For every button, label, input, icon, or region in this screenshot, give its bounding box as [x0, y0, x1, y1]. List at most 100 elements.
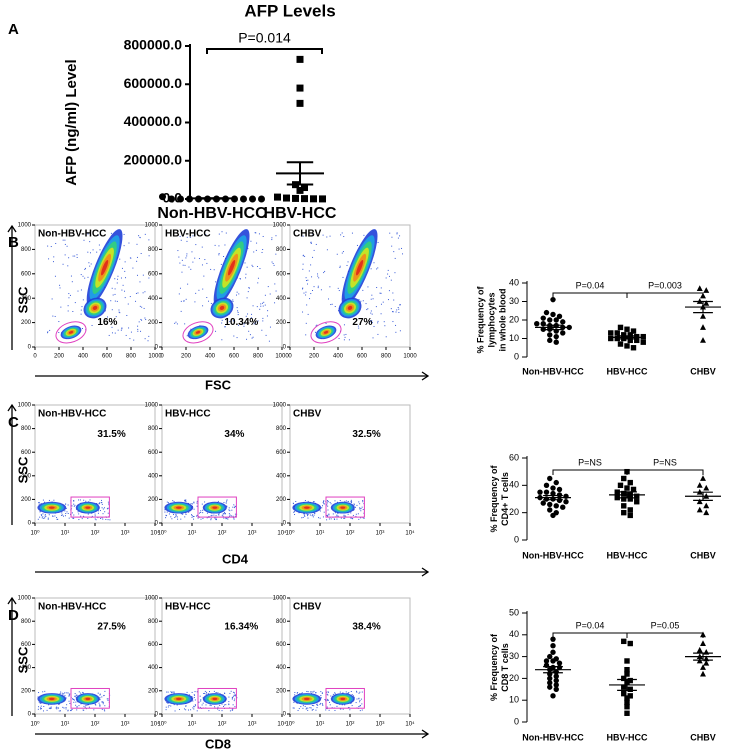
- event-dot: [356, 698, 358, 700]
- event-dot: [98, 502, 100, 504]
- event-dot: [103, 709, 105, 711]
- event-dot: [358, 327, 360, 329]
- event-dot: [47, 332, 49, 334]
- event-dot: [99, 697, 101, 699]
- event-dot: [359, 699, 361, 701]
- event-dot: [139, 281, 141, 283]
- event-dot: [233, 700, 235, 702]
- event-dot: [104, 710, 106, 712]
- event-dot: [358, 692, 360, 694]
- data-point: [621, 638, 627, 645]
- event-dot: [228, 513, 230, 515]
- gate: [182, 321, 214, 344]
- event-dot: [226, 499, 228, 501]
- event-dot: [42, 516, 44, 518]
- x-tick-label: 10⁰: [157, 721, 167, 728]
- event-dot: [54, 231, 56, 233]
- event-dot: [81, 306, 83, 308]
- data-point: [624, 699, 630, 706]
- event-dot: [334, 518, 336, 520]
- event-dot: [302, 235, 304, 237]
- event-dot: [326, 519, 328, 521]
- y-tick-label: 200: [21, 497, 32, 503]
- data-point: [556, 497, 563, 504]
- x-tick-label: Non-HBV-HCC: [522, 732, 584, 742]
- event-dot: [357, 513, 359, 515]
- event-dot: [388, 275, 390, 277]
- event-dot: [59, 693, 61, 695]
- event-dot: [64, 239, 66, 241]
- event-dot: [173, 514, 175, 516]
- event-dot: [111, 332, 113, 334]
- event-dot: [193, 705, 195, 707]
- event-dot: [358, 697, 360, 699]
- event-dot: [38, 701, 40, 703]
- event-dot: [355, 513, 357, 515]
- event-dot: [38, 502, 40, 504]
- event-dot: [359, 705, 361, 707]
- event-dot: [63, 707, 65, 709]
- event-dot: [52, 515, 54, 517]
- event-dot: [56, 708, 58, 710]
- data-point: [556, 313, 563, 319]
- event-dot: [206, 517, 208, 519]
- x-tick-label: 10⁴: [405, 530, 415, 537]
- event-dot: [183, 708, 185, 710]
- event-dot: [135, 300, 137, 302]
- event-dot: [179, 709, 181, 711]
- event-dot: [97, 692, 99, 694]
- event-dot: [271, 237, 273, 239]
- event-dot: [201, 246, 203, 248]
- panel-name: CHBV: [293, 409, 322, 420]
- event-dot: [185, 709, 187, 711]
- event-dot: [38, 501, 40, 503]
- event-dot: [39, 702, 41, 704]
- data-point: [550, 485, 556, 491]
- event-dot: [75, 704, 77, 706]
- event-dot: [251, 313, 253, 315]
- event-dot: [185, 500, 187, 502]
- event-dot: [313, 690, 315, 692]
- event-dot: [310, 264, 312, 266]
- event-dot: [58, 703, 60, 705]
- y-tick-label: 600: [276, 450, 287, 456]
- x-tick-label: 10¹: [188, 531, 197, 537]
- event-dot: [172, 691, 174, 693]
- event-dot: [64, 510, 66, 512]
- event-dot: [359, 701, 361, 703]
- event-dot: [345, 691, 347, 693]
- event-dot: [106, 508, 108, 510]
- data-point: [624, 343, 630, 349]
- event-dot: [221, 339, 223, 341]
- density-blob: [101, 259, 109, 276]
- event-dot: [171, 692, 173, 694]
- event-dot: [327, 515, 329, 517]
- event-dot: [193, 708, 195, 710]
- event-dot: [191, 514, 193, 516]
- event-dot: [262, 235, 264, 237]
- y-tick-label: 20: [509, 314, 519, 324]
- event-dot: [117, 329, 119, 331]
- event-dot: [145, 319, 147, 321]
- event-dot: [109, 519, 111, 521]
- event-dot: [228, 701, 230, 703]
- event-dot: [55, 242, 57, 244]
- event-dot: [351, 694, 353, 696]
- y-tick-label: 1000: [145, 596, 159, 602]
- event-dot: [225, 232, 227, 234]
- event-dot: [97, 510, 99, 512]
- y-tick-label: 400: [148, 665, 159, 671]
- event-dot: [180, 513, 182, 515]
- event-dot: [218, 512, 220, 514]
- event-dot: [328, 518, 330, 520]
- x-tick-label: 800: [381, 354, 392, 360]
- event-dot: [355, 515, 357, 517]
- event-dot: [204, 692, 206, 694]
- y-tick-label: 10: [509, 695, 519, 705]
- event-dot: [352, 695, 354, 697]
- event-dot: [164, 511, 166, 513]
- event-dot: [120, 277, 122, 279]
- data-point: [703, 484, 710, 491]
- y-tick-label: 400: [276, 296, 287, 302]
- data-point: [550, 311, 556, 318]
